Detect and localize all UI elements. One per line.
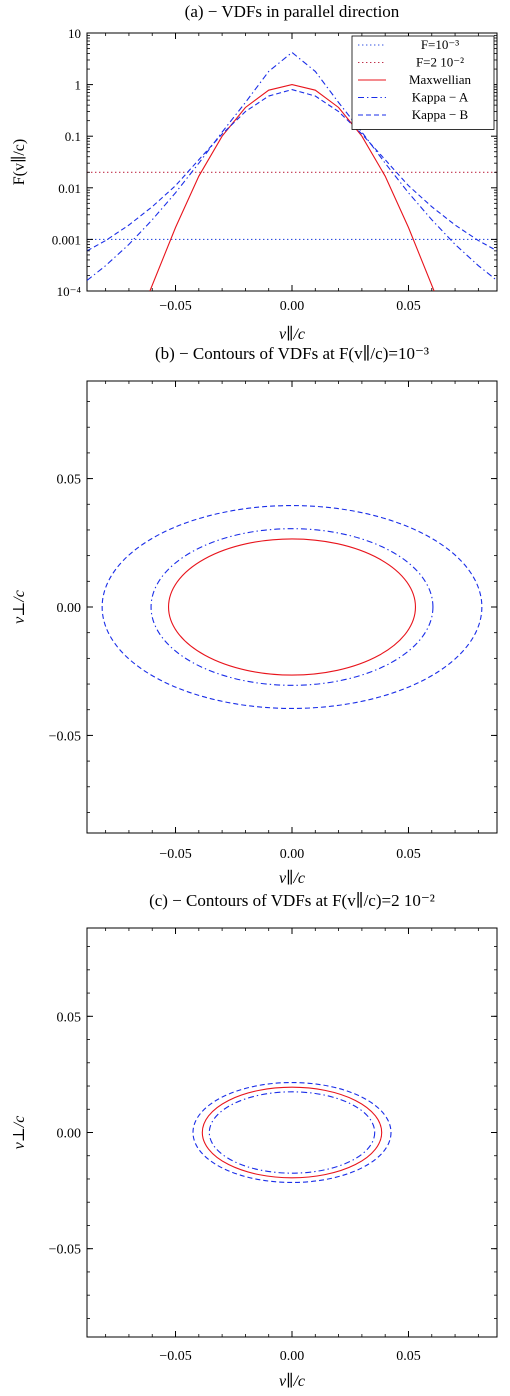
panel-title: (b) − Contours of VDFs at F(v∥/c)=10⁻³ [155,344,429,363]
x-tick-label: 0.00 [280,1349,305,1364]
series-line-3 [87,51,497,281]
x-tick-label: 0.05 [396,1349,421,1364]
x-tick-label: −0.05 [159,299,191,314]
legend-label-2: Maxwellian [409,72,472,87]
y-tick-label: 0.1 [65,129,81,144]
legend-label-0: F=10⁻³ [421,37,459,52]
series-line-2 [149,84,435,291]
y-axis-label: F(v∥/c) [10,139,28,186]
x-axis-label: v∥/c [279,1372,305,1390]
y-tick-label: 1 [75,78,82,93]
legend-label-1: F=2 10⁻² [416,55,464,70]
legend-box [351,35,495,130]
contour-ellipse-1 [150,528,434,686]
x-tick-label: 0.00 [280,847,305,862]
contour-ellipse-2 [101,505,483,709]
plot-frame [86,380,498,834]
panel-title: (c) − Contours of VDFs at F(v∥/c)=2 10⁻² [149,891,435,910]
y-tick-label: 0.05 [57,473,82,488]
plot-frame [86,927,498,1338]
legend-label-3: Kappa − A [412,90,469,105]
x-tick-label: 0.05 [396,299,421,314]
y-tick-label: 10⁻⁴ [57,284,82,299]
y-axis-label: v⊥/c [11,1116,28,1150]
x-axis-label: v∥/c [279,325,305,343]
y-tick-label: 0.01 [58,181,81,196]
x-tick-label: 0.00 [280,299,305,314]
panel-title: (a) − VDFs in parallel direction [185,2,400,21]
y-axis-label: v⊥/c [11,590,28,624]
contour-ellipse-0 [167,538,417,676]
y-tick-label: 0.00 [57,601,82,616]
y-tick-label: 10 [68,26,81,41]
y-tick-label: −0.05 [49,729,81,744]
y-tick-label: 0.05 [57,1010,82,1025]
x-tick-label: −0.05 [159,847,191,862]
x-tick-label: 0.05 [396,847,421,862]
x-axis-label: v∥/c [279,869,305,887]
series-group [87,51,497,291]
y-tick-label: −0.05 [49,1243,81,1258]
contour-ellipse-1 [208,1091,376,1174]
contour-ellipse-0 [201,1086,383,1179]
y-tick-label: 0.00 [57,1127,82,1142]
contour-ellipse-2 [192,1081,392,1184]
x-tick-label: −0.05 [159,1349,191,1364]
y-tick-label: 0.001 [52,232,81,247]
series-line-4 [87,89,497,252]
legend-label-4: Kappa − B [412,107,469,122]
